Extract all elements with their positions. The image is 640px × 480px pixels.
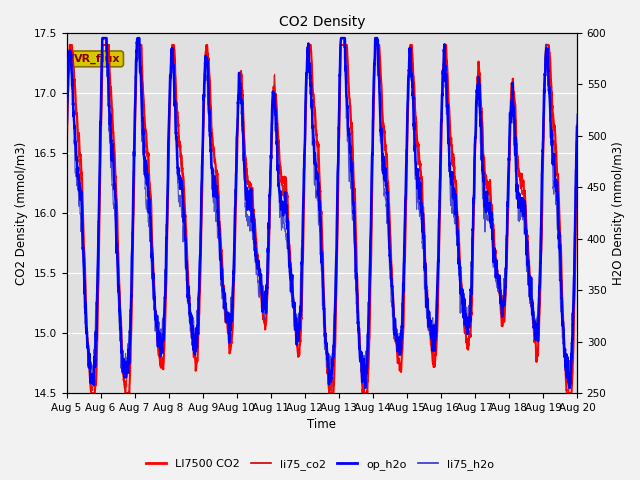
Y-axis label: CO2 Density (mmol/m3): CO2 Density (mmol/m3) xyxy=(15,142,28,285)
Title: CO2 Density: CO2 Density xyxy=(278,15,365,29)
Y-axis label: H2O Density (mmol/m3): H2O Density (mmol/m3) xyxy=(612,141,625,285)
Text: VR_flux: VR_flux xyxy=(74,54,121,64)
Legend: LI7500 CO2, li75_co2, op_h2o, li75_h2o: LI7500 CO2, li75_co2, op_h2o, li75_h2o xyxy=(142,455,498,474)
X-axis label: Time: Time xyxy=(307,419,336,432)
